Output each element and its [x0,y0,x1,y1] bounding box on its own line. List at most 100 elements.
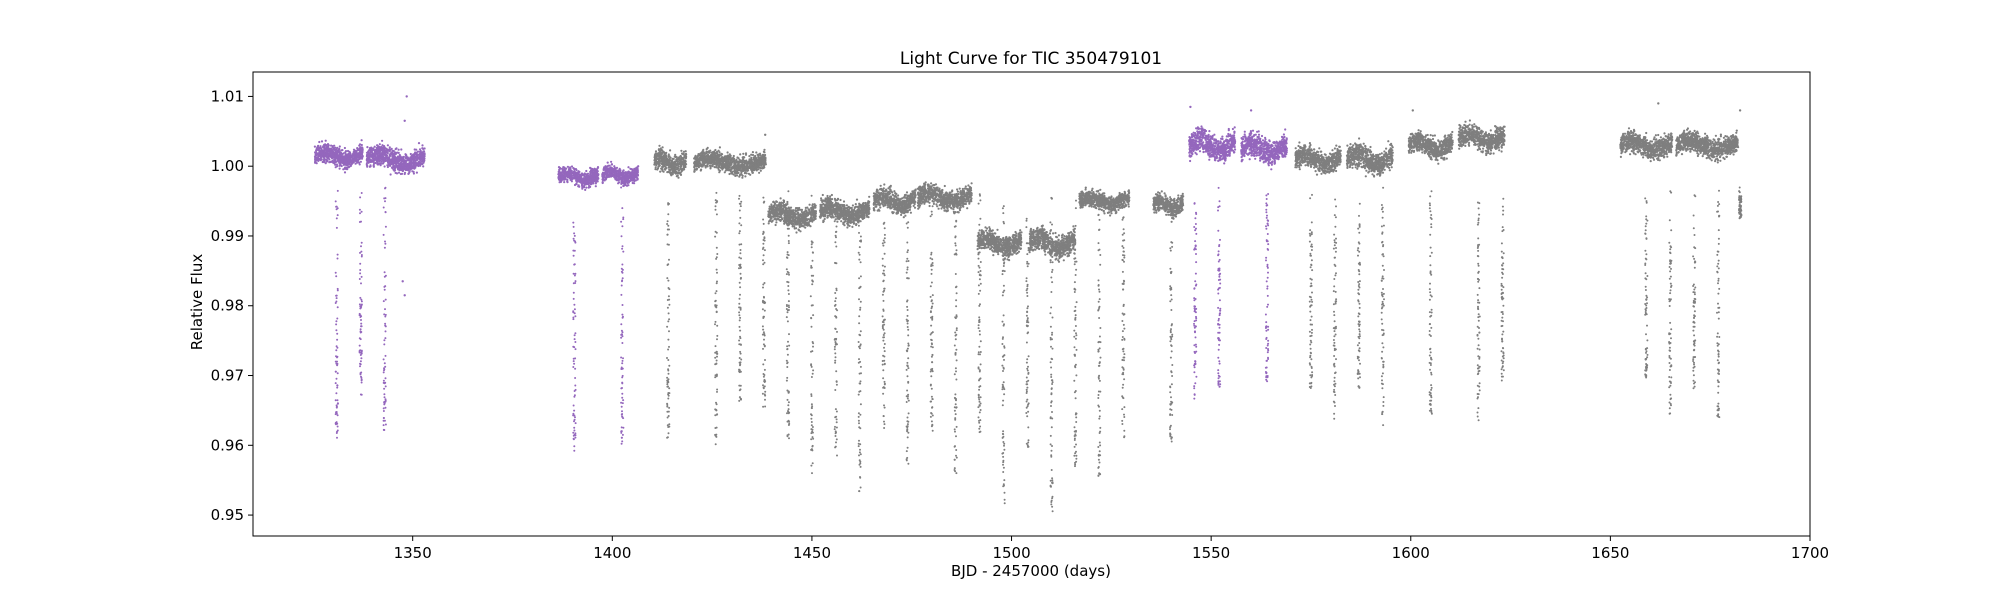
flux-point [578,185,581,188]
flux-point [762,157,765,160]
flux-point [737,157,740,160]
flux-point [325,155,329,158]
flux-point [397,151,400,154]
flux-point [358,163,361,166]
flux-point [778,207,782,210]
flux-point [408,170,411,173]
flux-point [762,150,766,153]
flux-point [377,150,380,153]
flux-point [378,143,381,146]
flux-point [333,144,336,147]
flux-point [619,176,622,179]
flux-point [344,151,347,154]
flux-point [709,161,712,164]
flux-point [343,146,346,150]
flux-point [418,161,421,164]
flux-point [319,147,322,150]
flux-point [780,213,783,216]
flux-point [803,213,806,216]
flux-point [557,166,561,169]
flux-point [679,159,683,162]
flux-point [318,140,321,144]
flux-point [781,217,784,220]
flux-point [808,203,811,206]
flux-point [616,178,620,182]
flux-point [605,167,608,170]
flux-point [786,200,789,204]
flux-point [360,157,364,160]
flux-point [739,169,742,172]
flux-point [768,213,771,216]
flux-point [592,180,595,183]
flux-point [334,157,337,160]
flux-point [803,223,806,226]
flux-point [764,153,767,157]
flux-point [606,175,609,178]
flux-point [738,166,741,170]
flux-point [351,153,354,156]
flux-point [767,222,770,225]
flux-point [366,146,369,149]
flux-point [592,172,596,176]
flux-point [617,182,620,185]
flux-point [698,161,701,164]
flux-point [722,166,725,170]
flux-point [375,156,378,159]
flux-point [352,148,356,151]
flux-point [741,158,744,162]
flux-point [724,159,727,162]
flux-point [735,158,738,161]
flux-point [672,166,676,169]
flux-point [361,155,364,158]
flux-point [381,144,384,147]
flux-point [851,225,854,228]
flux-point [696,164,699,167]
flux-point [658,156,661,159]
flux-point [659,160,662,163]
flux-point [744,152,748,155]
flux-point [702,163,705,167]
flux-point [401,172,404,175]
flux-point [787,213,790,216]
flux-point [400,148,403,151]
flux-point [784,218,787,221]
flux-point [796,219,800,222]
flux-point [369,160,372,164]
flux-point [663,158,666,161]
flux-point [657,148,661,152]
flux-point [596,167,599,170]
flux-point [695,168,698,171]
flux-point [381,139,384,142]
flux-point [775,204,778,207]
flux-point [791,215,795,218]
flux-point [717,149,720,152]
flux-point [712,160,715,164]
flux-point [414,166,417,169]
flux-point [384,152,387,155]
flux-point [631,178,634,181]
flux-point [330,144,333,147]
flux-point [700,156,703,159]
flux-point [382,150,385,153]
flux-point [560,173,563,176]
flux-point [408,167,411,170]
flux-point [752,156,756,159]
flux-point [561,176,564,179]
flux-point [669,149,672,152]
flux-segment [313,139,364,174]
flux-point [761,161,764,164]
flux-point [401,156,404,159]
flux-point [656,161,659,164]
flux-point [389,160,392,163]
flux-point [676,174,679,177]
flux-point [578,179,581,182]
flux-point [725,165,728,168]
flux-point [595,170,599,174]
flux-point [782,199,785,202]
flux-point [569,166,572,169]
flux-point [662,156,666,159]
flux-point [359,149,362,152]
flux-point [575,179,578,182]
flux-point [627,166,630,169]
flux-point [729,170,732,173]
